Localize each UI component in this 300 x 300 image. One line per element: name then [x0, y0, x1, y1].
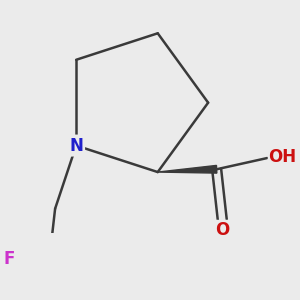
Text: N: N: [69, 136, 83, 154]
Text: O: O: [215, 220, 230, 238]
Text: F: F: [3, 250, 14, 268]
Text: OH: OH: [268, 148, 297, 166]
Polygon shape: [158, 165, 217, 173]
